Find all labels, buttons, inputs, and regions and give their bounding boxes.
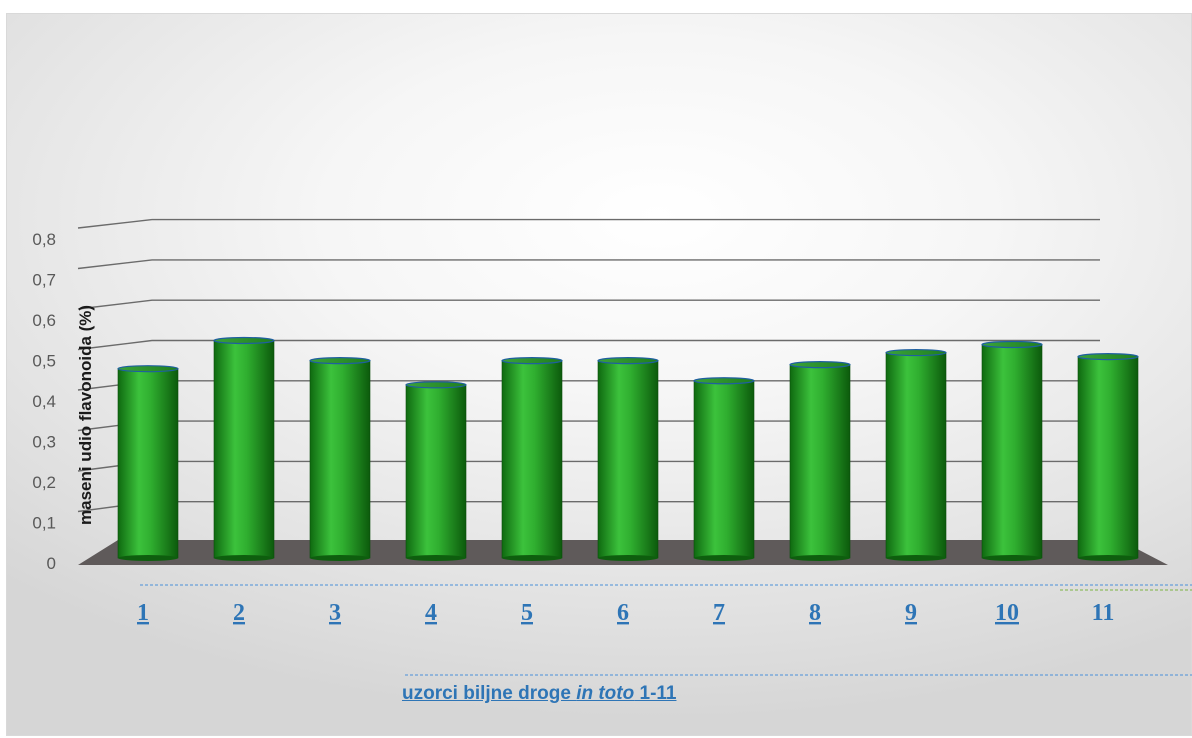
x-tick-label: 1 bbox=[137, 600, 149, 626]
x-axis-title: uzorci biljne droge in toto 1-11 bbox=[402, 683, 676, 705]
x-tick-label: 6 bbox=[617, 600, 629, 626]
gridlines bbox=[77, 218, 1100, 513]
x-tick-label: 5 bbox=[521, 600, 533, 626]
bar bbox=[405, 381, 467, 561]
y-tick-label: 0,7 bbox=[32, 271, 56, 290]
gridline bbox=[77, 259, 1100, 270]
y-axis-title: maseni udio flavonoida (%) bbox=[76, 304, 95, 525]
y-tick-label: 0,5 bbox=[32, 352, 56, 371]
bar bbox=[309, 357, 371, 561]
bar bbox=[501, 357, 563, 561]
bar bbox=[1077, 352, 1139, 561]
bar bbox=[693, 377, 755, 561]
bar bbox=[789, 361, 851, 561]
bar bbox=[885, 348, 947, 561]
y-tick-label: 0,3 bbox=[32, 433, 56, 452]
x-axis-title-part1: uzorci biljne droge bbox=[402, 683, 577, 704]
y-tick-label: 0,8 bbox=[32, 230, 56, 249]
x-axis-title-part2: 1-11 bbox=[634, 683, 677, 704]
bar bbox=[597, 357, 659, 561]
bar bbox=[117, 365, 179, 561]
y-tick-label: 0 bbox=[47, 554, 56, 573]
x-tick-label: 8 bbox=[809, 600, 821, 626]
y-tick-label: 0,4 bbox=[32, 392, 56, 411]
x-axis-title-italic: in toto bbox=[576, 683, 635, 704]
y-tick-label: 0,6 bbox=[32, 311, 56, 330]
x-tick-label: 10 bbox=[995, 600, 1019, 626]
x-tick-label: 9 bbox=[905, 600, 917, 626]
bar bbox=[213, 336, 275, 561]
y-tick-label: 0,1 bbox=[32, 514, 56, 533]
x-tick-label: 3 bbox=[329, 600, 341, 626]
y-tick-label: 0,2 bbox=[32, 473, 56, 492]
y-tick-labels: 0 0,1 0,2 0,3 0,4 0,5 0,6 0,7 0,8 bbox=[32, 230, 56, 573]
x-tick-labels: 1 2 3 4 5 6 7 8 9 10 11 bbox=[137, 600, 1114, 626]
gridline bbox=[77, 299, 1100, 310]
x-tick-label: 2 bbox=[233, 600, 245, 626]
gridline bbox=[77, 218, 1100, 229]
x-tick-label: 7 bbox=[713, 600, 725, 626]
x-tick-label: 11 bbox=[1092, 600, 1115, 626]
bars bbox=[117, 336, 1139, 561]
gridline bbox=[77, 339, 1100, 351]
x-tick-label: 4 bbox=[425, 600, 437, 626]
bar bbox=[981, 340, 1043, 561]
